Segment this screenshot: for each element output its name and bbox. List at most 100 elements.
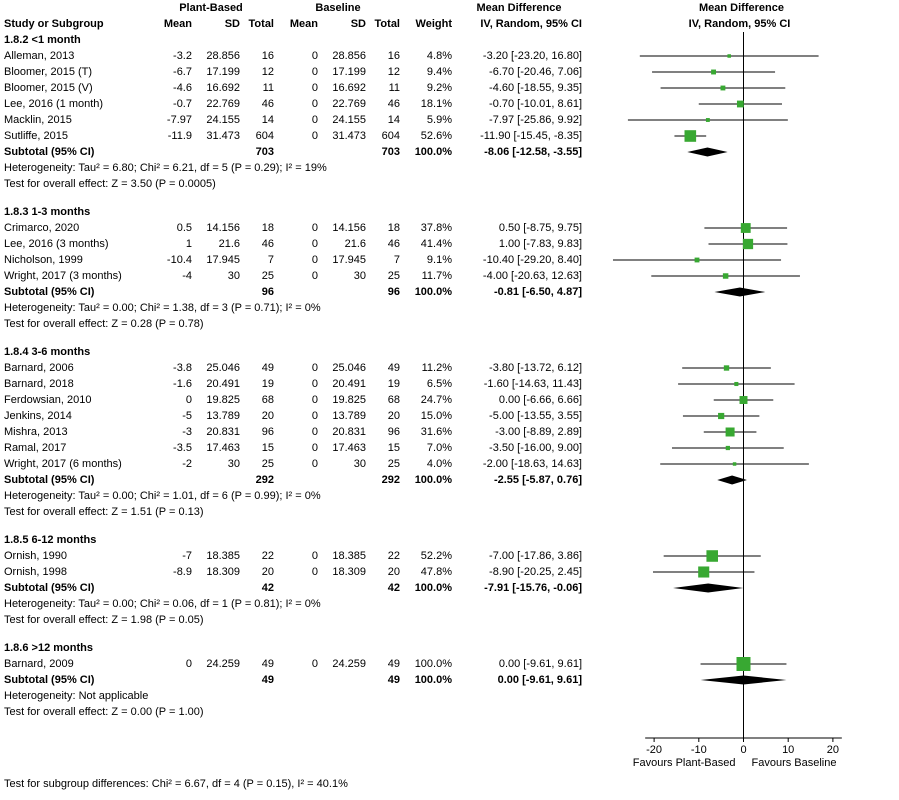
col-pb-total-header: Total (248, 18, 274, 30)
bl-total: 604 (381, 130, 400, 142)
pb-subtotal-total: 292 (255, 474, 274, 486)
weight-value: 37.8% (420, 222, 452, 234)
pb-mean: -2 (182, 458, 192, 470)
bl-mean: 0 (311, 410, 318, 422)
study-label: Lee, 2016 (1 month) (4, 98, 104, 110)
weight-value: 41.4% (420, 238, 452, 250)
pb-total: 604 (255, 130, 274, 142)
pb-sd: 25.046 (206, 362, 240, 374)
bl-sd: 17.199 (332, 66, 366, 78)
empty-cell (318, 284, 366, 300)
bl-sd: 30 (353, 270, 366, 282)
weight-value: 7.0% (426, 442, 452, 454)
md-ci-text: -2.00 [-18.63, 14.63] (482, 458, 582, 470)
pb-total: 20 (261, 566, 274, 578)
subgroup-header: 1.8.5 6-12 months (0, 532, 899, 548)
subgroup-name: 1.8.3 1-3 months (4, 206, 91, 218)
empty-cell (192, 580, 240, 596)
weight-value: 100.0% (414, 658, 452, 670)
pb-total: 25 (261, 270, 274, 282)
weight-value: 11.7% (421, 270, 452, 282)
section-gap (0, 332, 899, 344)
study-row: Jenkins, 2014 -5 13.789 20 0 13.789 20 15.0% -5.… (0, 408, 899, 424)
pb-mean: -3 (182, 426, 192, 438)
bl-mean: 0 (311, 566, 318, 578)
pb-total: 96 (261, 426, 274, 438)
empty-cell (318, 672, 366, 688)
pb-mean: 0 (185, 394, 192, 406)
bl-total: 25 (387, 458, 400, 470)
empty-cell (274, 284, 318, 300)
axis-spacer (0, 720, 899, 776)
subgroup-header: 1.8.3 1-3 months (0, 204, 899, 220)
pb-sd: 13.789 (206, 410, 240, 422)
md-column-title: Mean Difference (476, 2, 562, 14)
header-row-groups: Plant-Based Baseline Mean Difference Mea… (0, 0, 899, 16)
bl-total: 7 (393, 254, 400, 266)
bl-mean: 0 (311, 82, 318, 94)
bl-sd: 18.309 (332, 566, 366, 578)
section-gap (0, 628, 899, 640)
bl-mean: 0 (311, 426, 318, 438)
weight-value: 9.2% (426, 82, 452, 94)
bl-mean: 0 (311, 130, 318, 142)
weight-value: 47.8% (420, 566, 452, 578)
study-row: Wright, 2017 (6 months) -2 30 25 0 30 25 4.0% -2… (0, 456, 899, 472)
subgroup-name: 1.8.4 3-6 months (4, 346, 91, 358)
weight-value: 15.0% (420, 410, 452, 422)
md-ci-text: -3.20 [-23.20, 16.80] (482, 50, 582, 62)
bl-sd: 16.692 (332, 82, 366, 94)
bl-sd: 20.491 (332, 378, 366, 390)
pb-mean: -10.4 (166, 254, 192, 266)
header-spacer (0, 0, 148, 16)
study-label: Ferdowsian, 2010 (4, 394, 92, 406)
study-label: Barnard, 2018 (4, 378, 74, 390)
study-label: Ramal, 2017 (4, 442, 67, 454)
study-row: Ornish, 1990 -7 18.385 22 0 18.385 22 52.2% -7.0… (0, 548, 899, 564)
subgroup-name: 1.8.6 >12 months (4, 642, 93, 654)
overall-effect-text: Test for overall effect: Z = 0.00 (P = 1… (4, 706, 204, 718)
md-ci-text: -8.90 [-20.25, 2.45] (489, 566, 582, 578)
pb-mean: -1.6 (173, 378, 192, 390)
subtotal-ci-text: -7.91 [-15.76, -0.06] (484, 582, 582, 594)
study-label: Nicholson, 1999 (4, 254, 83, 266)
section-gap (0, 520, 899, 532)
pb-mean: -4 (182, 270, 192, 282)
heterogeneity-row: Heterogeneity: Tau² = 0.00; Chi² = 1.01,… (0, 488, 899, 504)
pb-sd: 19.825 (206, 394, 240, 406)
bl-mean: 0 (311, 394, 318, 406)
pb-mean: -5 (182, 410, 192, 422)
study-label: Ornish, 1998 (4, 566, 67, 578)
subtotal-weight: 100.0% (414, 286, 452, 298)
empty-cell (148, 580, 192, 596)
md-ci-text: 0.00 [-9.61, 9.61] (498, 658, 582, 670)
study-row: Barnard, 2006 -3.8 25.046 49 0 25.046 49 11.2% -… (0, 360, 899, 376)
pb-mean: -7 (182, 550, 192, 562)
md-ci-text: 0.50 [-8.75, 9.75] (498, 222, 582, 234)
study-row: Alleman, 2013 -3.2 28.856 16 0 28.856 16 4.8% -3… (0, 48, 899, 64)
bl-total: 96 (387, 426, 400, 438)
bl-subtotal-total: 96 (387, 286, 400, 298)
pb-total: 12 (261, 66, 274, 78)
bl-sd: 22.769 (332, 98, 366, 110)
pb-total: 68 (261, 394, 274, 406)
bl-mean: 0 (311, 222, 318, 234)
empty-cell (318, 472, 366, 488)
pb-sd: 24.259 (206, 658, 240, 670)
overall-effect-text: Test for overall effect: Z = 1.51 (P = 0… (4, 506, 204, 518)
subtotal-row: Subtotal (95% CI) 292 292 100.0% -2.55 [-5.8… (0, 472, 899, 488)
md-column-subtitle: IV, Random, 95% CI (480, 18, 582, 30)
pb-sd: 18.309 (206, 566, 240, 578)
study-label: Macklin, 2015 (4, 114, 72, 126)
bl-total: 20 (387, 410, 400, 422)
pb-sd: 31.473 (206, 130, 240, 142)
md-ci-text: -7.97 [-25.86, 9.92] (489, 114, 582, 126)
pb-sd: 17.945 (206, 254, 240, 266)
pb-mean: 1 (185, 238, 192, 250)
pb-mean: -3.5 (173, 442, 192, 454)
pb-mean: -7.97 (166, 114, 192, 126)
subgroup-header: 1.8.6 >12 months (0, 640, 899, 656)
empty-cell (148, 144, 192, 160)
md-ci-text: -3.50 [-16.00, 9.00] (489, 442, 582, 454)
empty-cell (274, 472, 318, 488)
